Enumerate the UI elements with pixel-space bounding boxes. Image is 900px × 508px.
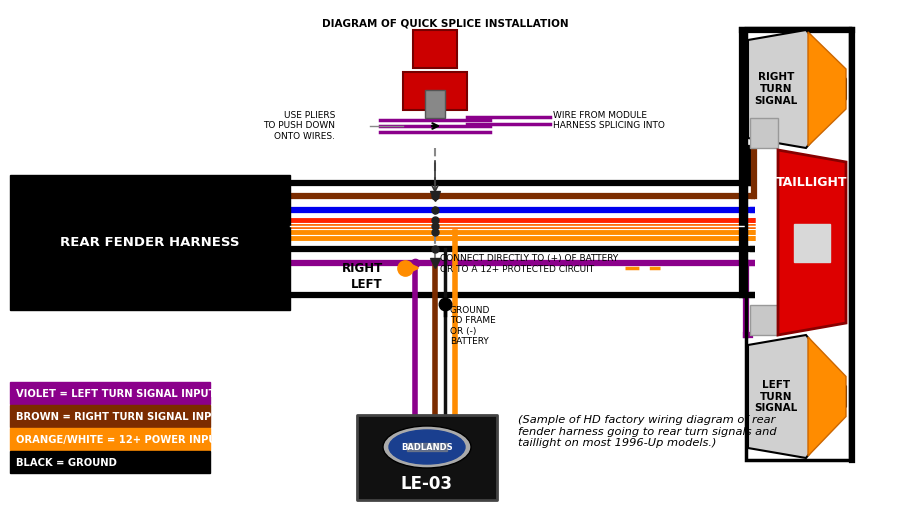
Bar [10,451,210,473]
Ellipse shape [389,430,465,464]
Text: WIRE FROM MODULE: WIRE FROM MODULE [553,111,647,119]
Bar [750,305,778,335]
Bar [746,28,850,460]
Polygon shape [748,335,846,458]
Bar [794,224,830,262]
Text: LE-03: LE-03 [401,475,453,493]
Text: USE PLIERS
TO PUSH DOWN
ONTO WIRES.: USE PLIERS TO PUSH DOWN ONTO WIRES. [263,111,335,141]
Text: HARNESS SPLICING INTO: HARNESS SPLICING INTO [553,120,665,130]
Text: BROWN = RIGHT TURN SIGNAL INPUT: BROWN = RIGHT TURN SIGNAL INPUT [16,412,227,422]
Text: REAR FENDER HARNESS: REAR FENDER HARNESS [60,236,239,249]
Text: GROUND
TO FRAME
OR (-)
BATTERY: GROUND TO FRAME OR (-) BATTERY [450,306,496,346]
Text: DIAGRAM OF QUICK SPLICE INSTALLATION: DIAGRAM OF QUICK SPLICE INSTALLATION [321,18,568,28]
Text: LEFT
TURN
SIGNAL: LEFT TURN SIGNAL [754,380,797,413]
Text: CONNECT DIRECTLY TO (+) OF BATTERY
OR TO A 12+ PROTECTED CIRCUIT: CONNECT DIRECTLY TO (+) OF BATTERY OR TO… [440,255,618,274]
Polygon shape [808,337,846,456]
Bar [10,428,210,450]
Ellipse shape [383,426,471,468]
Bar [425,90,445,118]
Bar [403,72,467,110]
Text: RIGHT: RIGHT [342,262,383,274]
Text: BADLANDS: BADLANDS [401,442,453,452]
Text: VIOLET = LEFT TURN SIGNAL INPUT: VIOLET = LEFT TURN SIGNAL INPUT [16,389,215,399]
Polygon shape [778,150,846,335]
Text: RIGHT
TURN
SIGNAL: RIGHT TURN SIGNAL [754,73,797,106]
Text: BLACK = GROUND: BLACK = GROUND [16,458,117,468]
Bar [357,415,497,500]
Bar [10,405,210,427]
FancyArrow shape [407,443,447,451]
Bar [10,175,290,310]
Text: TAILLIGHT: TAILLIGHT [776,175,848,188]
Text: LEFT: LEFT [351,278,383,292]
Polygon shape [808,32,846,146]
Bar [750,118,778,148]
Text: (Sample of HD factory wiring diagram of rear
fender harness going to rear turn s: (Sample of HD factory wiring diagram of … [518,415,777,448]
Bar [10,382,210,404]
Bar [413,30,457,68]
Text: ORANGE/WHITE = 12+ POWER INPUT: ORANGE/WHITE = 12+ POWER INPUT [16,435,223,445]
Polygon shape [748,30,846,148]
